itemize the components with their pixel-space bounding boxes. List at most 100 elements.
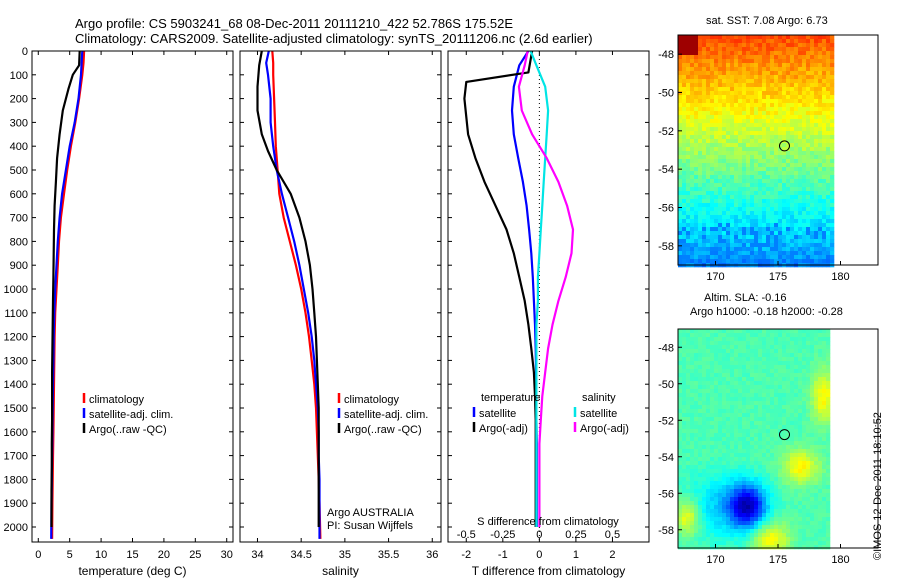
map-cell <box>766 131 771 136</box>
map-cell <box>686 381 691 386</box>
map-cell <box>814 87 819 92</box>
map-cell <box>702 203 707 208</box>
map-cell <box>746 35 751 40</box>
map-cell <box>826 521 831 526</box>
map-cell <box>690 71 695 76</box>
map-cell <box>718 231 723 236</box>
map-cell <box>682 401 687 406</box>
map-cell <box>698 147 703 152</box>
map-cell <box>754 505 759 510</box>
map-cell <box>762 389 767 394</box>
map-cell <box>770 441 775 446</box>
map-cell <box>690 51 695 56</box>
map-cell <box>718 151 723 156</box>
map-cell <box>706 123 711 128</box>
map-cell <box>778 361 783 366</box>
map-cell <box>790 231 795 236</box>
map-cell <box>698 473 703 478</box>
map-cell <box>690 377 695 382</box>
map-cell <box>790 135 795 140</box>
map-cell <box>682 501 687 506</box>
map-cell <box>726 501 731 506</box>
map-cell <box>830 91 835 96</box>
map-cell <box>798 235 803 240</box>
map-cell <box>702 397 707 402</box>
map-cell <box>726 111 731 116</box>
map-cell <box>730 493 735 498</box>
map-cell <box>702 461 707 466</box>
map-cell <box>742 397 747 402</box>
map-cell <box>710 393 715 398</box>
map-cell <box>686 223 691 228</box>
map-cell <box>810 337 815 342</box>
map-cell <box>802 107 807 112</box>
map-cell <box>814 489 819 494</box>
map-cell <box>774 195 779 200</box>
map-cell <box>754 401 759 406</box>
map-cell <box>678 485 683 490</box>
map-cell <box>806 183 811 188</box>
map-cell <box>810 179 815 184</box>
map-cell <box>786 119 791 124</box>
map-cell <box>810 67 815 72</box>
map-cell <box>698 357 703 362</box>
map-cell <box>726 243 731 248</box>
map-cell <box>746 259 751 264</box>
map-cell <box>706 441 711 446</box>
map-cell <box>730 381 735 386</box>
map-cell <box>802 91 807 96</box>
map-cell <box>690 429 695 434</box>
map-cell <box>746 147 751 152</box>
map-cell <box>794 219 799 224</box>
map-cell <box>750 139 755 144</box>
map-cell <box>758 131 763 136</box>
map-cell <box>758 433 763 438</box>
map-cell <box>682 381 687 386</box>
map-cell <box>770 517 775 522</box>
map-cell <box>814 493 819 498</box>
map-cell <box>750 127 755 132</box>
map-cell <box>710 365 715 370</box>
map-cell <box>714 365 719 370</box>
map-cell <box>714 409 719 414</box>
map-cell <box>678 147 683 152</box>
map-cell <box>746 127 751 132</box>
map-cell <box>762 79 767 84</box>
map-cell <box>710 489 715 494</box>
map-cell <box>746 51 751 56</box>
map-cell <box>826 509 831 514</box>
map-cell <box>710 333 715 338</box>
map-cell <box>730 373 735 378</box>
map-cell <box>774 493 779 498</box>
map-cell <box>782 91 787 96</box>
map-cell <box>826 59 831 64</box>
map-cell <box>794 83 799 88</box>
map-cell <box>722 83 727 88</box>
map-cell <box>754 71 759 76</box>
map-cell <box>714 103 719 108</box>
map-cell <box>770 83 775 88</box>
map-cell <box>818 63 823 68</box>
map-cell <box>710 87 715 92</box>
map-cell <box>726 115 731 120</box>
map-cell <box>794 215 799 220</box>
map-cell <box>722 251 727 256</box>
map-cell <box>738 381 743 386</box>
map-cell <box>766 513 771 518</box>
map-cell <box>742 509 747 514</box>
map-cell <box>734 51 739 56</box>
map-cell <box>754 345 759 350</box>
map-cell <box>706 255 711 260</box>
map-cell <box>710 155 715 160</box>
map-cell <box>742 517 747 522</box>
map-cell <box>754 481 759 486</box>
map-cell <box>738 417 743 422</box>
map-cell <box>774 67 779 72</box>
map-cell <box>718 381 723 386</box>
map-cell <box>762 529 767 534</box>
map-cell <box>730 47 735 52</box>
map-cell <box>826 115 831 120</box>
map-cell <box>710 465 715 470</box>
map-cell <box>706 453 711 458</box>
map-cell <box>730 441 735 446</box>
